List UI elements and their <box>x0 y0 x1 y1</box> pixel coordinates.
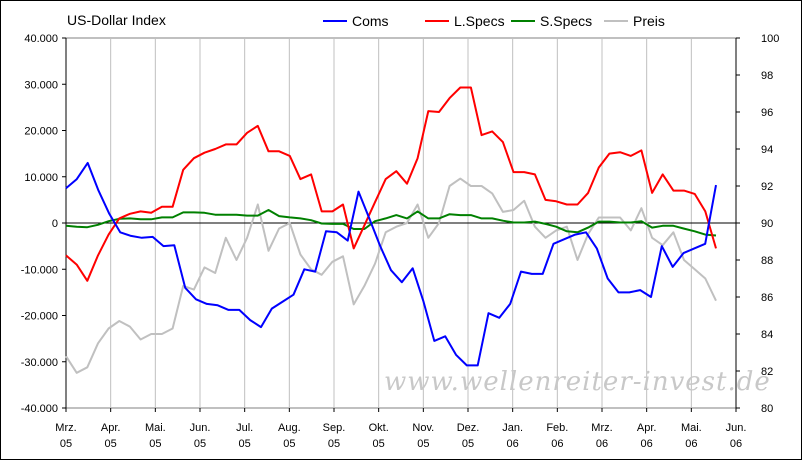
x-tick-label-month: Jan. <box>502 422 523 434</box>
x-tick-label-year: 06 <box>730 438 742 450</box>
left-tick-label: 10.000 <box>24 172 58 184</box>
right-tick-label: 84 <box>761 329 773 341</box>
watermark: www.wellenreiter-invest.de <box>384 367 771 397</box>
x-tick-label-year: 05 <box>328 438 340 450</box>
x-tick-label-month: Nov. <box>412 422 434 434</box>
left-tick-label: -10.000 <box>21 264 58 276</box>
x-tick-label-year: 05 <box>373 438 385 450</box>
legend-label-preis: Preis <box>633 13 665 29</box>
x-tick-label-year: 06 <box>551 438 563 450</box>
x-tick-label-year: 05 <box>462 438 474 450</box>
legend-label-l-specs: L.Specs <box>454 13 505 29</box>
series-line-s-specs <box>65 209 717 237</box>
x-tick-label-year: 06 <box>641 438 653 450</box>
x-tick-label-month: Apr. <box>637 422 657 434</box>
legend: Coms L.Specs S.Specs Preis <box>323 13 665 29</box>
series-lines <box>65 86 717 374</box>
left-tick-label: 40.000 <box>24 33 58 45</box>
right-tick-label: 90 <box>761 218 773 230</box>
x-tick-label-month: Jul. <box>236 422 253 434</box>
x-tick-label-year: 06 <box>685 438 697 450</box>
x-tick-label-month: Dez. <box>457 422 480 434</box>
right-tick-label: 98 <box>761 70 773 82</box>
x-tick-label-month: Feb. <box>546 422 568 434</box>
x-tick-label-year: 05 <box>60 438 72 450</box>
x-tick-label-month: Jun. <box>190 422 211 434</box>
x-tick-label-year: 05 <box>283 438 295 450</box>
x-tick-label-year: 05 <box>239 438 251 450</box>
x-tick-label-year: 05 <box>105 438 117 450</box>
left-tick-label: 20.000 <box>24 126 58 138</box>
legend-label-s-specs: S.Specs <box>540 13 592 29</box>
x-tick-label-month: Apr. <box>101 422 121 434</box>
left-tick-label: 30.000 <box>24 79 58 91</box>
right-tick-label: 92 <box>761 181 773 193</box>
x-tick-label-month: Aug. <box>278 422 301 434</box>
x-tick-label-month: Okt. <box>369 422 389 434</box>
chart-title: US-Dollar Index <box>67 12 166 28</box>
x-tick-label-month: Jun. <box>726 422 747 434</box>
left-tick-label: -20.000 <box>21 311 58 323</box>
right-tick-label: 100 <box>761 33 779 45</box>
right-tick-label: 82 <box>761 366 773 378</box>
right-tick-label: 86 <box>761 292 773 304</box>
right-tick-label: 94 <box>761 144 773 156</box>
x-tick-label-year: 05 <box>149 438 161 450</box>
x-tick-label-year: 05 <box>417 438 429 450</box>
right-tick-label: 88 <box>761 255 773 267</box>
left-tick-label: 0 <box>52 218 58 230</box>
left-tick-label: -30.000 <box>21 357 58 369</box>
x-tick-label-month: Mrz. <box>591 422 612 434</box>
series-line-l-specs <box>65 86 717 282</box>
x-tick-label-month: Sep. <box>323 422 346 434</box>
right-tick-label: 96 <box>761 107 773 119</box>
left-tick-label: -40.000 <box>21 403 58 415</box>
series-line-coms <box>65 161 717 367</box>
x-tick-label-month: Mai. <box>681 422 702 434</box>
right-tick-label: 80 <box>761 403 773 415</box>
series-line-preis <box>65 177 717 374</box>
x-axis: Mrz. 05 Apr. 05 Mai. 05 Jun. 05 Jul. 05 Aug. 05 Sep.… <box>55 408 746 450</box>
legend-label-coms: Coms <box>352 13 389 29</box>
x-tick-label-month: Mrz. <box>55 422 76 434</box>
x-tick-label-year: 06 <box>507 438 519 450</box>
x-tick-label-year: 05 <box>194 438 206 450</box>
x-tick-label-year: 06 <box>596 438 608 450</box>
x-tick-label-month: Mai. <box>145 422 166 434</box>
right-axis: 80 82 84 86 88 90 92 94 96 98 100 <box>735 33 779 415</box>
left-axis: -40.000 -30.000 -20.000 -10.000 0 10.000 20.00… <box>21 33 736 415</box>
